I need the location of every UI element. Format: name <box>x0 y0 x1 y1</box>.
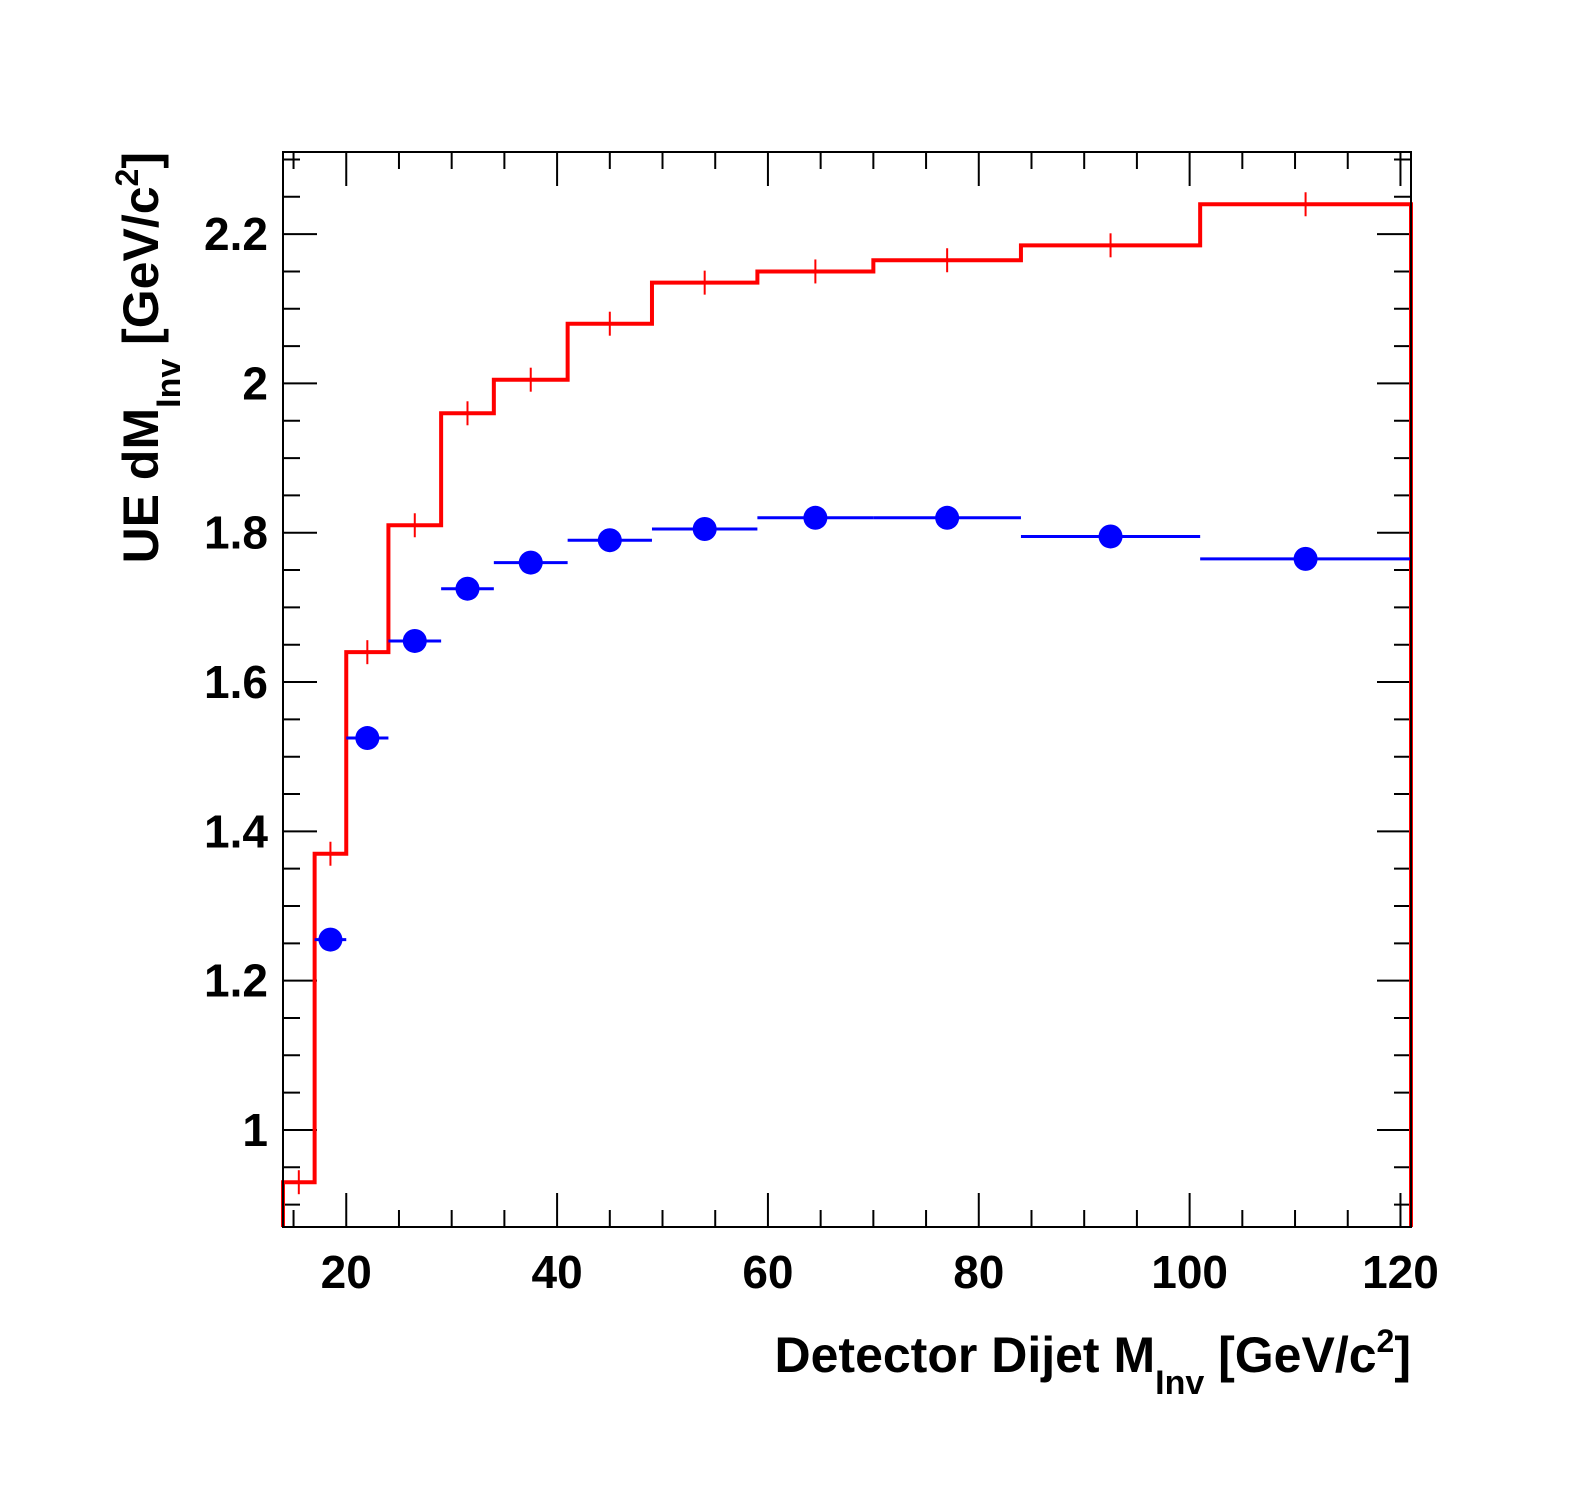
blue-data-point <box>455 576 480 601</box>
x-tick-label: 120 <box>1362 1246 1439 1298</box>
blue-data-point <box>1098 524 1123 549</box>
blue-data-point <box>803 505 828 530</box>
blue-data-point <box>355 726 380 751</box>
axes <box>283 152 1411 1227</box>
blue-data-point <box>1293 546 1318 571</box>
blue-data-point <box>402 628 427 653</box>
blue-data-point <box>692 516 717 541</box>
y-tick-label: 1.8 <box>204 507 268 559</box>
series-red-histogram <box>281 192 1413 1227</box>
y-tick-label: 2 <box>242 357 268 409</box>
blue-data-point <box>518 550 543 575</box>
plot-frame <box>282 151 1412 1228</box>
y-tick-label: 1.6 <box>204 656 268 708</box>
y-tick-label: 2.2 <box>204 208 268 260</box>
blue-data-point <box>318 927 343 952</box>
x-tick-label: 40 <box>532 1246 583 1298</box>
blue-data-point <box>597 528 622 553</box>
series-blue-points <box>314 505 1411 952</box>
y-axis-title: UE dMInv [GeV/c2] <box>109 152 188 563</box>
blue-data-point <box>935 505 960 530</box>
y-tick-label: 1.2 <box>204 955 268 1007</box>
tick-labels: 20 40 60 80 100 120 1 1.2 1.4 1.6 1.8 2 2.2 <box>204 208 1439 1298</box>
x-tick-label: 100 <box>1151 1246 1228 1298</box>
red-histogram-line <box>281 202 1413 1227</box>
y-tick-label: 1 <box>242 1104 268 1156</box>
y-tick-label: 1.4 <box>204 805 268 857</box>
x-tick-label: 80 <box>953 1246 1004 1298</box>
x-tick-label: 20 <box>321 1246 372 1298</box>
x-tick-label: 60 <box>742 1246 793 1298</box>
x-axis-title: Detector Dijet MInv [GeV/c2] <box>775 1323 1412 1402</box>
